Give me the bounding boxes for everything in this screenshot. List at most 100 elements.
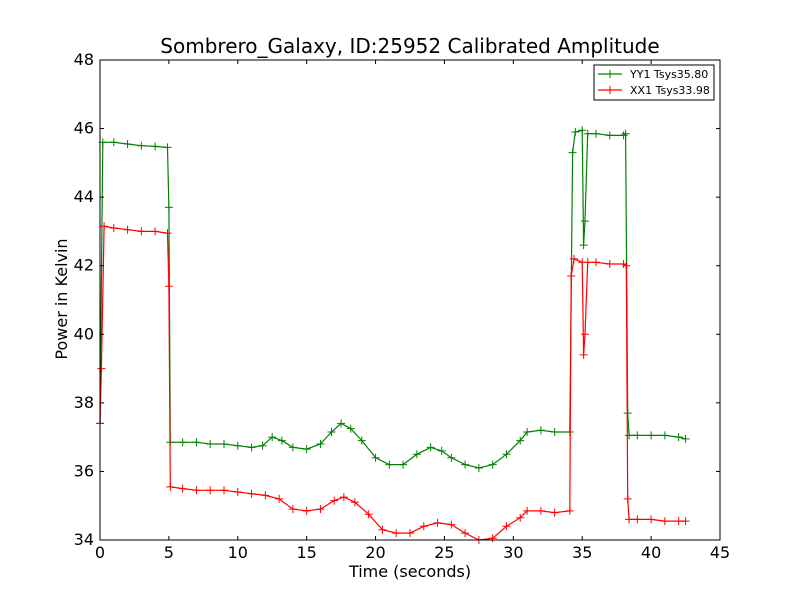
legend-box bbox=[593, 64, 715, 101]
data-point bbox=[178, 484, 187, 493]
data-point bbox=[364, 510, 373, 519]
data-point bbox=[123, 225, 132, 234]
data-point bbox=[316, 505, 325, 514]
data-point bbox=[302, 506, 311, 515]
x-tick-label: 30 bbox=[503, 543, 523, 562]
data-point bbox=[192, 438, 201, 447]
data-point bbox=[164, 203, 173, 212]
data-point bbox=[233, 488, 242, 496]
data-point bbox=[109, 138, 118, 147]
data-point bbox=[316, 440, 325, 448]
legend-label: YY1 Tsys35.80 bbox=[629, 68, 708, 81]
data-point bbox=[437, 446, 446, 455]
data-point bbox=[385, 460, 394, 469]
data-point bbox=[433, 518, 442, 527]
data-point bbox=[488, 534, 497, 543]
data-point bbox=[578, 126, 587, 135]
data-point bbox=[619, 131, 628, 140]
data-point bbox=[419, 522, 428, 531]
data-point bbox=[447, 453, 456, 462]
data-point bbox=[339, 493, 348, 502]
data-point bbox=[565, 506, 574, 515]
legend-entry: YY1 Tsys35.80 bbox=[598, 68, 708, 81]
legend-marker bbox=[606, 70, 614, 78]
data-point bbox=[97, 364, 106, 373]
data-point bbox=[447, 520, 456, 529]
data-point bbox=[568, 148, 577, 157]
data-point bbox=[258, 441, 267, 450]
data-point bbox=[330, 496, 339, 505]
data-point bbox=[100, 222, 109, 231]
data-point bbox=[502, 450, 511, 459]
data-point bbox=[220, 486, 228, 495]
data-point bbox=[426, 443, 435, 452]
data-point bbox=[163, 229, 172, 238]
data-point bbox=[151, 142, 160, 151]
data-point bbox=[327, 428, 336, 436]
data-point bbox=[220, 440, 228, 448]
data-point bbox=[164, 282, 173, 291]
data-point bbox=[288, 443, 297, 452]
data-point bbox=[247, 443, 256, 452]
x-tick-label: 10 bbox=[228, 543, 248, 562]
y-tick-label: 48 bbox=[74, 50, 94, 69]
x-axis-title: Time (seconds) bbox=[348, 562, 471, 581]
plot-frame bbox=[99, 59, 721, 541]
data-point bbox=[206, 440, 215, 448]
data-point bbox=[550, 428, 559, 436]
data-point bbox=[378, 525, 387, 534]
data-point bbox=[123, 140, 132, 148]
data-point bbox=[166, 482, 175, 491]
x-tick-label: 15 bbox=[296, 543, 316, 562]
data-point bbox=[488, 460, 497, 469]
y-tick-label: 34 bbox=[74, 530, 94, 549]
y-axis-title: Power in Kelvin bbox=[52, 238, 71, 359]
data-point bbox=[523, 428, 532, 436]
y-tick-label: 40 bbox=[74, 324, 94, 343]
data-point bbox=[516, 513, 525, 522]
y-tick-label: 46 bbox=[74, 119, 94, 138]
y-tick-label: 38 bbox=[74, 393, 94, 412]
data-point bbox=[277, 436, 286, 445]
data-point bbox=[621, 129, 630, 138]
data-point bbox=[579, 241, 588, 250]
data-point bbox=[623, 494, 632, 503]
data-point bbox=[550, 508, 559, 517]
data-point bbox=[502, 522, 511, 531]
data-point bbox=[592, 129, 600, 138]
data-point bbox=[579, 350, 588, 359]
data-point bbox=[622, 261, 631, 270]
data-point bbox=[625, 515, 634, 524]
series-line bbox=[99, 129, 686, 469]
plot-area: 0 5 10 15 20 25 30 35 40 45 34 36 38 40 42 44 46 48 bbox=[74, 50, 731, 562]
y-tick-label: 44 bbox=[74, 187, 94, 206]
data-point bbox=[660, 431, 669, 440]
data-point bbox=[192, 486, 201, 495]
x-tick-label: 20 bbox=[365, 543, 385, 562]
chart-title: Sombrero_Galaxy, ID:25952 Calibrated Amp… bbox=[160, 34, 659, 58]
data-point bbox=[580, 330, 589, 339]
data-point bbox=[357, 436, 366, 445]
series-2 bbox=[96, 222, 690, 544]
legend-label: XX1 Tsys33.98 bbox=[630, 84, 710, 97]
data-point bbox=[406, 529, 414, 538]
data-point bbox=[625, 431, 634, 440]
data-point bbox=[660, 517, 669, 526]
data-point bbox=[681, 434, 690, 443]
x-tick-label: 35 bbox=[572, 543, 592, 562]
data-point bbox=[633, 431, 642, 440]
data-point bbox=[674, 433, 683, 442]
data-point bbox=[350, 498, 359, 507]
data-point bbox=[151, 227, 160, 236]
data-point bbox=[580, 217, 589, 226]
legend-entry: XX1 Tsys33.98 bbox=[598, 84, 710, 97]
data-point bbox=[163, 143, 172, 152]
data-point bbox=[605, 260, 614, 268]
x-tick-label: 40 bbox=[641, 543, 661, 562]
series-1 bbox=[96, 126, 690, 472]
data-point bbox=[647, 515, 656, 524]
data-point bbox=[371, 453, 380, 462]
data-point bbox=[605, 131, 614, 140]
data-point bbox=[137, 141, 146, 150]
